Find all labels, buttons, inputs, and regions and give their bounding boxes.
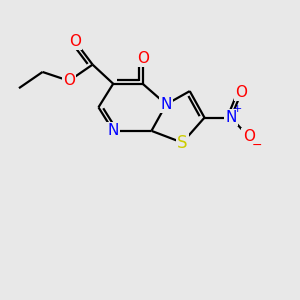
Text: O: O: [63, 73, 75, 88]
Text: O: O: [136, 51, 148, 66]
Text: O: O: [235, 85, 247, 100]
Text: N: N: [107, 123, 119, 138]
Text: N: N: [225, 110, 237, 125]
Text: N: N: [160, 97, 172, 112]
Text: +: +: [233, 104, 242, 114]
Text: S: S: [177, 134, 188, 152]
Text: O: O: [69, 34, 81, 49]
Text: O: O: [243, 129, 255, 144]
Text: −: −: [252, 139, 262, 152]
